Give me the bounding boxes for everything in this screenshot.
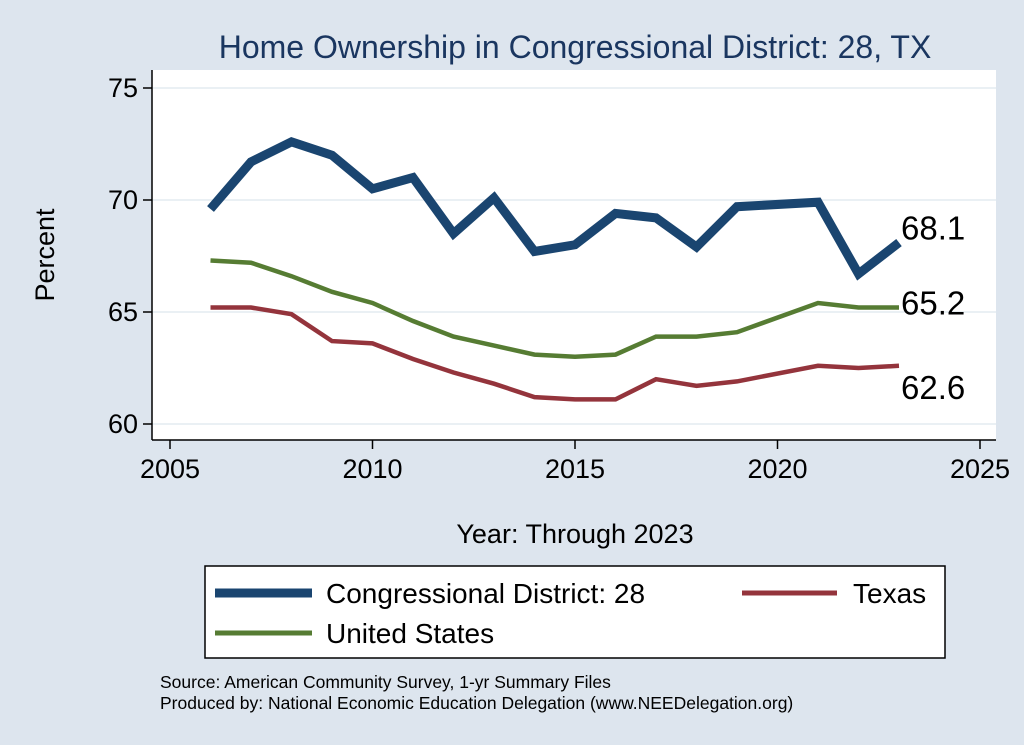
legend-box (204, 565, 946, 659)
legend: Congressional District: 28 Texas United St… (204, 565, 946, 659)
end-label-1: 62.6 (901, 369, 965, 406)
legend-label-0: Congressional District: 28 (326, 578, 645, 609)
x-tick-label: 2005 (140, 454, 200, 484)
end-label-0: 68.1 (901, 210, 965, 247)
x-tick-label: 2025 (950, 454, 1010, 484)
legend-label-2: United States (326, 618, 494, 649)
series-line-1 (210, 305, 900, 402)
x-axis-label: Year: Through 2023 (456, 519, 693, 549)
series-line-2 (210, 258, 899, 360)
chart-title: Home Ownership in Congressional District… (219, 29, 932, 65)
end-label-2: 65.2 (901, 285, 965, 322)
source-line: Source: American Community Survey, 1-yr … (160, 672, 611, 692)
y-ticks: 60 65 70 75 (108, 73, 152, 439)
x-tick-label: 2015 (545, 454, 605, 484)
series-line-0 (207, 136, 902, 281)
y-tick-label: 65 (108, 297, 138, 327)
y-axis-label: Percent (30, 208, 60, 302)
x-tick-label: 2010 (342, 454, 402, 484)
x-ticks: 2005 2010 2015 2020 2025 (140, 440, 1010, 484)
y-tick-label: 60 (108, 409, 138, 439)
legend-label-1: Texas (853, 578, 926, 609)
produced-by-line: Produced by: National Economic Education… (160, 693, 793, 713)
x-tick-label: 2020 (747, 454, 807, 484)
gridlines (152, 87, 996, 425)
end-labels: 65.2 62.6 68.1 (901, 210, 965, 406)
y-tick-label: 70 (108, 185, 138, 215)
series-lines (207, 136, 902, 402)
y-tick-label: 75 (108, 73, 138, 103)
plot-area (152, 70, 996, 440)
